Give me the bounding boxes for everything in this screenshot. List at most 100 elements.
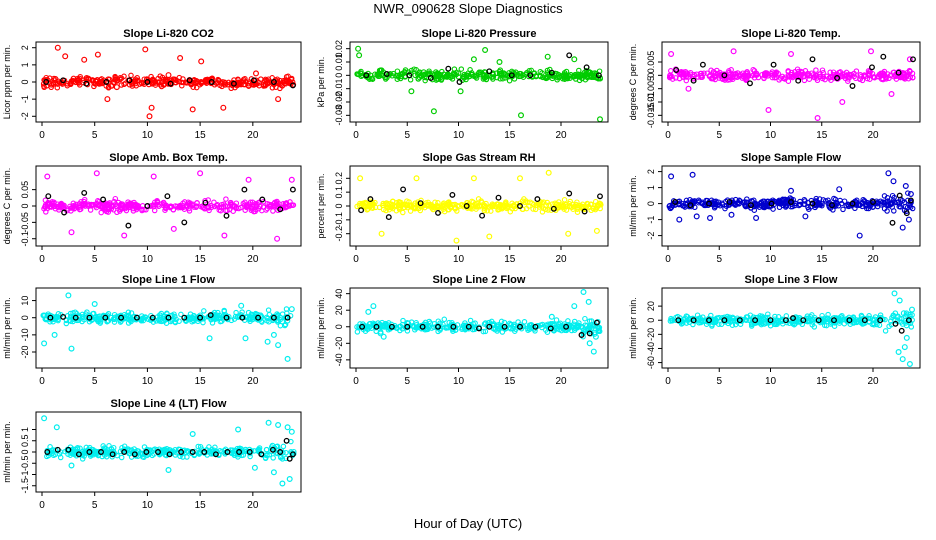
noise-point — [185, 199, 192, 205]
data-point — [902, 183, 909, 190]
noise-point — [549, 72, 555, 79]
noise-point — [903, 317, 909, 324]
noise-point — [121, 314, 127, 321]
panel-4: Slope Amb. Box Temp. degrees C per min. 0 5… — [2, 152, 302, 265]
noise-point — [179, 82, 185, 89]
noise-point — [909, 74, 916, 81]
panel-title: Slope Line 1 Flow — [122, 274, 215, 286]
data-point — [275, 422, 282, 429]
noise-point — [99, 79, 106, 86]
noise-point — [788, 73, 795, 80]
noise-point — [733, 73, 739, 80]
noise-point — [162, 207, 168, 213]
data-point — [54, 44, 61, 51]
noise-point — [515, 319, 521, 325]
noise-point — [503, 200, 509, 207]
noise-point — [193, 204, 199, 211]
noise-point — [831, 195, 837, 202]
panel-title: Slope Li-820 Pressure — [422, 28, 537, 40]
noise-point — [407, 208, 414, 214]
y-tick-label: 0.2 — [334, 172, 344, 185]
noise-point — [156, 79, 162, 86]
highlight-point — [706, 200, 712, 207]
noise-point — [446, 201, 452, 208]
noise-point — [537, 68, 544, 75]
data-point — [251, 464, 258, 471]
highlight-point — [181, 219, 188, 226]
noise-point — [42, 77, 48, 84]
noise-point — [246, 446, 253, 453]
highlight-point — [181, 314, 188, 321]
y-tick-label: 0.1 — [334, 186, 344, 199]
y-tick-label: 0.02 — [334, 40, 344, 58]
noise-point — [228, 202, 234, 208]
x-tick-label: 20 — [247, 500, 259, 511]
noise-point — [96, 316, 102, 323]
x-tick-label: 10 — [142, 500, 154, 511]
noise-point — [358, 70, 364, 77]
x-tick-label: 10 — [453, 254, 465, 265]
y-tick-label: -0.1 — [20, 231, 30, 247]
noise-point — [394, 68, 401, 74]
noise-point — [779, 73, 785, 80]
noise-point — [200, 204, 207, 211]
noise-point — [380, 200, 386, 207]
noise-point — [498, 204, 505, 211]
noise-point — [90, 311, 96, 317]
noise-point — [543, 75, 549, 82]
noise-point — [851, 73, 857, 80]
data-point — [198, 58, 205, 65]
noise-point — [270, 208, 276, 214]
noise-point — [96, 199, 102, 205]
highlight-point — [283, 437, 290, 444]
x-tick-label: 10 — [765, 254, 777, 265]
highlight-point — [109, 451, 116, 458]
noise-point — [782, 196, 788, 203]
data-point — [51, 331, 58, 338]
x-tick-label: 15 — [195, 376, 207, 387]
highlight-point — [284, 314, 291, 321]
noise-point — [83, 444, 90, 451]
y-tick-label: 0 — [646, 318, 656, 323]
data-point — [901, 344, 908, 351]
data-point — [221, 232, 228, 239]
noise-point — [134, 75, 140, 81]
x-tick-label: 0 — [39, 254, 45, 265]
noise-point — [434, 71, 440, 77]
noise-point — [480, 328, 487, 335]
noise-point — [400, 209, 406, 216]
noise-point — [70, 318, 76, 325]
highlight-point — [721, 317, 728, 324]
noise-point — [253, 202, 260, 209]
y-tick-label: -20 — [334, 337, 344, 350]
highlight-point — [849, 83, 856, 89]
highlight-point — [768, 200, 775, 207]
y-tick-label: 2 — [20, 45, 30, 50]
y-axis-label: kPa per min. — [316, 57, 326, 108]
y-axis-label: ml/min per min. — [628, 297, 638, 359]
data-point — [787, 187, 794, 194]
noise-point — [529, 325, 536, 331]
noise-point — [509, 200, 515, 207]
noise-point — [440, 321, 446, 328]
y-tick-label: -2 — [646, 232, 656, 240]
data-point — [885, 170, 892, 177]
highlight-point — [687, 202, 694, 209]
x-tick-label: 20 — [867, 254, 879, 265]
noise-point — [263, 446, 270, 453]
highlight-point — [479, 212, 486, 219]
noise-point — [555, 202, 561, 209]
noise-point — [279, 83, 286, 89]
noise-point — [73, 315, 80, 322]
highlight-point — [486, 68, 493, 75]
data-point — [146, 113, 153, 120]
y-axis-label: degrees C per min. — [2, 168, 12, 245]
highlight-point — [186, 77, 193, 84]
noise-point — [127, 314, 133, 321]
noise-point — [853, 68, 860, 74]
highlight-point — [815, 317, 822, 324]
x-tick-label: 15 — [816, 254, 828, 265]
data-point — [482, 46, 489, 53]
noise-point — [256, 445, 263, 451]
noise-point — [249, 199, 256, 206]
